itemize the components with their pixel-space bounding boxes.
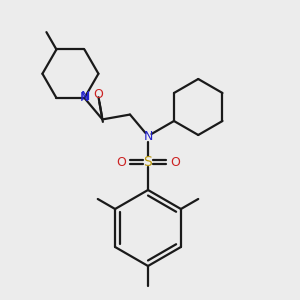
Text: S: S <box>144 155 152 169</box>
Text: O: O <box>170 155 180 169</box>
Text: O: O <box>93 88 103 101</box>
Text: N: N <box>143 130 153 142</box>
Text: N: N <box>80 92 89 104</box>
Text: O: O <box>116 155 126 169</box>
Text: N: N <box>81 91 90 103</box>
